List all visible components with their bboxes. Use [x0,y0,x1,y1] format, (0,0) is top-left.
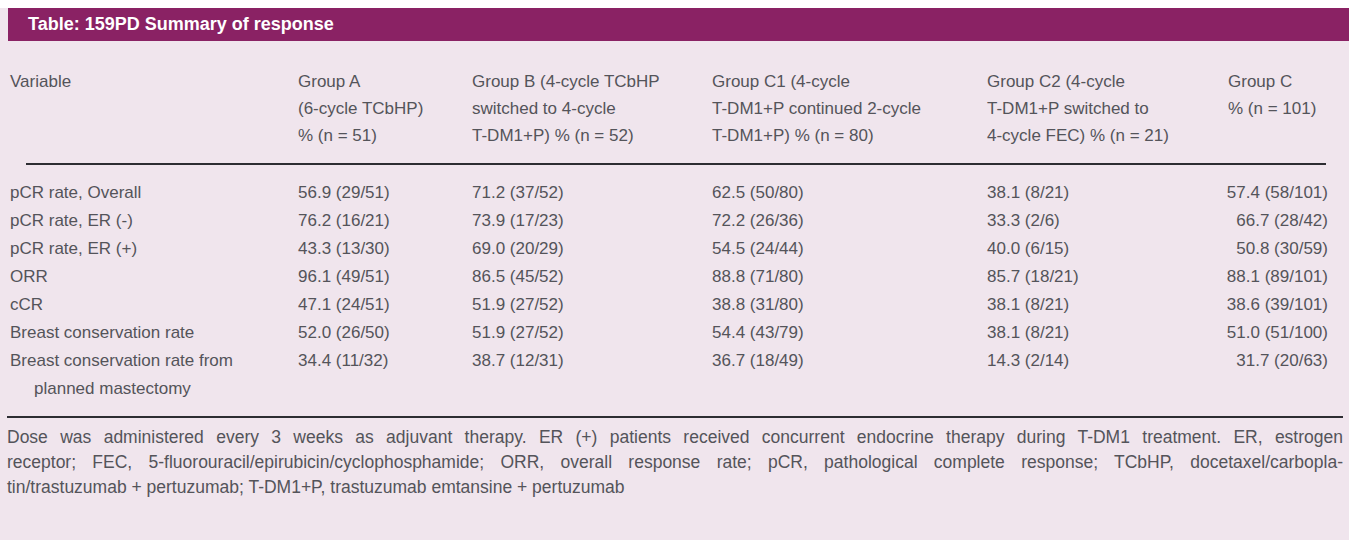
cell-variable: cCR [10,291,298,319]
header-line: 4-cycle FEC) % (n = 21) [987,122,1180,149]
cell-group-a: 56.9 (29/51) [298,179,472,207]
summary-table-panel: Table: 159PD Summary of response Variabl… [0,8,1349,540]
column-header-group-c: Group C % (n = 101) [1180,68,1328,149]
table-footnote: Dose was administered every 3 weeks as a… [7,425,1343,500]
header-line: Group C1 (4-cycle [712,68,987,95]
cell-group-a: 34.4 (11/32) [298,347,472,403]
header-line: T-DM1+P) % (n = 52) [472,122,712,149]
cell-group-c1: 36.7 (18/49) [712,347,987,403]
cell-group-b: 73.9 (17/23) [472,207,712,235]
cell-group-c2: 33.3 (2/6) [987,207,1180,235]
table-row: pCR rate, ER (+) 43.3 (13/30) 69.0 (20/2… [10,235,1328,263]
cell-group-b: 38.7 (12/31) [472,347,712,403]
header-line: Group C [1228,68,1328,95]
column-header-variable: Variable [10,68,298,149]
cell-variable: Breast conservation rate from planned ma… [10,347,298,403]
cell-variable: pCR rate, ER (+) [10,235,298,263]
cell-group-c1: 54.4 (43/79) [712,319,987,347]
cell-group-c1: 62.5 (50/80) [712,179,987,207]
cell-group-c2: 38.1 (8/21) [987,179,1180,207]
cell-group-c2: 14.3 (2/14) [987,347,1180,403]
header-line: Variable [10,68,298,95]
cell-variable: Breast conservation rate [10,319,298,347]
table-row: pCR rate, ER (-) 76.2 (16/21) 73.9 (17/2… [10,207,1328,235]
cell-group-c1: 88.8 (71/80) [712,263,987,291]
cell-group-b: 86.5 (45/52) [472,263,712,291]
table-row: Breast conservation rate from planned ma… [10,347,1328,403]
cell-group-c: 50.8 (30/59) [1180,235,1328,263]
cell-group-b: 51.9 (27/52) [472,319,712,347]
header-line: Group C2 (4-cycle [987,68,1180,95]
table-row: cCR 47.1 (24/51) 51.9 (27/52) 38.8 (31/8… [10,291,1328,319]
table-body: pCR rate, Overall 56.9 (29/51) 71.2 (37/… [10,179,1328,403]
header-divider-rule [26,163,1326,165]
footnote-line: tin/trastuzumab + pertuzumab; T-DM1+P, t… [7,475,1343,500]
cell-group-b: 51.9 (27/52) [472,291,712,319]
cell-group-c1: 72.2 (26/36) [712,207,987,235]
cell-variable: ORR [10,263,298,291]
cell-group-c2: 38.1 (8/21) [987,319,1180,347]
header-line: T-DM1+P continued 2-cycle [712,95,987,122]
cell-group-a: 47.1 (24/51) [298,291,472,319]
header-line: % (n = 101) [1228,95,1328,122]
table-title-bar: Table: 159PD Summary of response [8,8,1349,41]
cell-group-c: 66.7 (28/42) [1180,207,1328,235]
footnote-divider-rule [7,416,1343,418]
footnote-line: receptor; FEC, 5-fluorouracil/epirubicin… [7,450,1343,475]
cell-variable: pCR rate, Overall [10,179,298,207]
column-header-group-c2: Group C2 (4-cycle T-DM1+P switched to 4-… [987,68,1180,149]
header-line: Group A [298,68,472,95]
cell-group-c: 88.1 (89/101) [1180,263,1328,291]
header-line: T-DM1+P) % (n = 80) [712,122,987,149]
header-line: T-DM1+P switched to [987,95,1180,122]
cell-group-c2: 40.0 (6/15) [987,235,1180,263]
cell-group-c: 31.7 (20/63) [1180,347,1328,403]
header-line: switched to 4-cycle [472,95,712,122]
column-header-group-c1: Group C1 (4-cycle T-DM1+P continued 2-cy… [712,68,987,149]
cell-group-a: 43.3 (13/30) [298,235,472,263]
cell-group-c: 57.4 (58/101) [1180,179,1328,207]
cell-group-c: 51.0 (51/100) [1180,319,1328,347]
header-line: Group B (4-cycle TCbHP [472,68,712,95]
header-line: % (n = 51) [298,122,472,149]
table-row: Breast conservation rate 52.0 (26/50) 51… [10,319,1328,347]
column-header-group-b: Group B (4-cycle TCbHP switched to 4-cyc… [472,68,712,149]
footnote-line: Dose was administered every 3 weeks as a… [7,425,1343,450]
header-line: (6-cycle TCbHP) [298,95,472,122]
cell-group-c2: 38.1 (8/21) [987,291,1180,319]
table-title: Table: 159PD Summary of response [28,14,334,34]
cell-group-c2: 85.7 (18/21) [987,263,1180,291]
cell-group-b: 69.0 (20/29) [472,235,712,263]
cell-group-a: 96.1 (49/51) [298,263,472,291]
table-row: pCR rate, Overall 56.9 (29/51) 71.2 (37/… [10,179,1328,207]
cell-group-b: 71.2 (37/52) [472,179,712,207]
cell-group-a: 52.0 (26/50) [298,319,472,347]
cell-group-a: 76.2 (16/21) [298,207,472,235]
cell-group-c1: 38.8 (31/80) [712,291,987,319]
column-header-group-a: Group A (6-cycle TCbHP) % (n = 51) [298,68,472,149]
table-header-row: Variable Group A (6-cycle TCbHP) % (n = … [10,68,1328,149]
cell-group-c1: 54.5 (24/44) [712,235,987,263]
table-row: ORR 96.1 (49/51) 86.5 (45/52) 88.8 (71/8… [10,263,1328,291]
cell-group-c: 38.6 (39/101) [1180,291,1328,319]
cell-variable: pCR rate, ER (-) [10,207,298,235]
